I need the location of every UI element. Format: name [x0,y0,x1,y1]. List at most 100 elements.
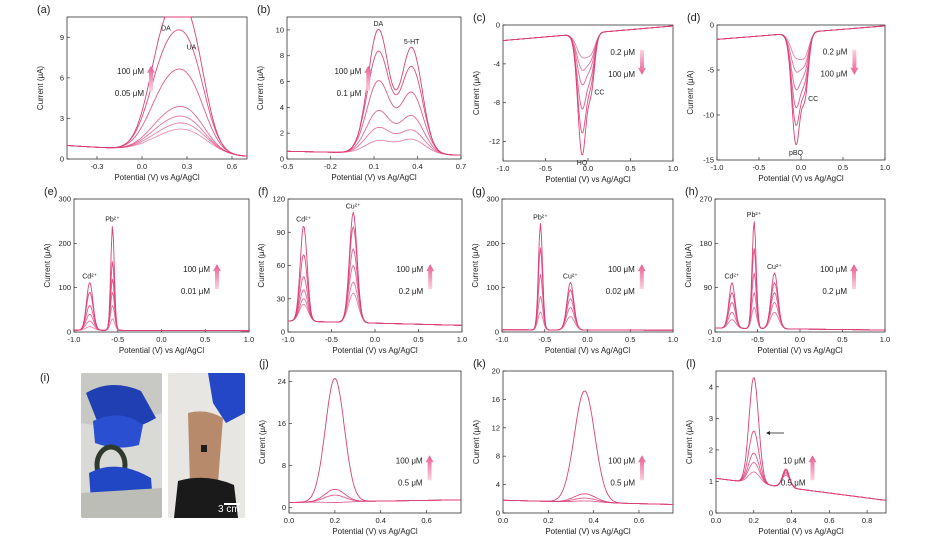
x-axis-label: Potential (V) vs Ag/AgCl [332,346,418,355]
series-line [289,499,461,503]
series-line [74,261,249,332]
arrow-down-icon [850,49,859,75]
chart-panel-j: 0.0 0.2 0.4 0.6 0 8 16 24 Potential (V) vs Ag/Ag… [258,358,462,536]
x-tick-label: -0.5 [538,335,551,344]
y-tick-label: 20 [492,367,500,376]
x-axis-label: Potential (V) vs Ag/AgCl [119,346,205,355]
photo-panel-label: (i) [40,372,50,384]
peak-label: pBQ [789,150,804,157]
y-tick-label: 0 [282,503,286,512]
panel-label: (e) [44,186,57,198]
plot-frame [714,198,886,333]
legend-top-label: 10 μM [783,456,806,465]
x-tick-label: 0.0 [583,164,593,173]
y-tick-label: 6 [280,77,284,86]
y-tick-label: 0 [709,509,713,518]
peak-label: Cu²⁺ [767,263,782,271]
series-line [288,226,463,326]
y-tick-label: 3 [60,114,64,123]
y-tick-label: 100 [486,283,499,292]
x-tick-label: 0.0 [796,163,806,172]
x-tick-label: 0.1 [369,162,379,171]
x-tick-label: 0.8 [862,516,872,525]
series-line [716,25,886,126]
series-line [502,311,673,331]
series-line [503,25,674,59]
x-tick-label: -1.0 [68,335,81,344]
series-line [715,292,885,331]
series-line [288,265,463,326]
x-tick-label: 0.2 [749,516,759,525]
chart-panel-k: 0.0 0.2 0.4 0.6 0 4 8 12 16 20 Potential (V) vs Ag… [472,358,674,536]
peak-label: CC [594,89,604,96]
y-tick-label: 0 [496,509,500,518]
x-tick-label: 0.0 [582,335,592,344]
series-line [502,273,673,331]
series-line [715,430,887,501]
y-tick-label: 6 [60,73,64,82]
x-tick-label: -0.5 [751,335,764,344]
chart-panel-f: -1.0 -0.5 0.0 0.5 1.0 0 30 60 90 120 Potential (V)… [257,186,467,355]
legend-top-label: 100 μM [396,265,423,274]
x-tick-label: 0.2 [330,516,340,525]
peak-label: Cd²⁺ [296,216,311,224]
plot-frame [73,198,250,333]
panel-label: (l) [686,358,696,370]
plot-frame [288,370,462,514]
y-tick-label: 0 [495,328,499,337]
x-tick-label: 0.4 [588,516,598,525]
y-tick-label: 4 [709,382,713,391]
chart-panel-l: 0.0 0.2 0.4 0.6 0.8 0 1 2 3 4 Potential (V) vs Ag/… [685,358,887,536]
panel-label: (g) [472,186,485,198]
y-tick-label: 300 [486,195,499,204]
scale-bar-label: 3 cm [218,504,240,515]
x-axis-label: Potential (V) vs Ag/AgCl [545,527,631,536]
legend-bottom-label: 0.5 μM [781,478,806,487]
series-line [74,305,249,332]
arrow-down-icon [638,49,646,75]
y-tick-label: 0 [710,21,714,30]
series-line [287,50,461,156]
series-line [67,68,248,157]
x-tick-label: 1.0 [457,335,467,344]
panel-label: (b) [257,4,270,16]
peak-label: Pb²⁺ [105,216,120,224]
chart-panel-b: -0.5 -0.2 0.1 0.4 0.7 0 2 4 6 8 10 Potential (V) vs… [256,4,466,182]
series-line [287,109,461,156]
series-line [74,225,249,332]
series-line [716,25,886,146]
series-line [715,272,885,331]
x-tick-label: -0.5 [539,164,552,173]
arrow-up-icon [426,264,435,290]
x-tick-label: 0.6 [421,516,431,525]
x-tick-label: 1.0 [668,164,678,173]
peak-label: 5-HT [404,39,420,46]
x-tick-label: 0.0 [137,162,147,171]
plot-frame [715,370,887,514]
legend-bottom-label: 0.5 μM [398,478,423,487]
x-axis-label: Potential (V) vs Ag/AgCl [114,173,200,182]
series-line [715,306,885,331]
series-line [287,28,461,156]
x-axis-label: Potential (V) vs Ag/AgCl [331,173,417,182]
legend-bottom-label: 0.1 μM [337,89,362,98]
panel-label: (d) [687,12,700,24]
series-line [287,138,461,156]
x-axis-label: Potential (V) vs Ag/AgCl [545,175,631,184]
panel-label: (h) [685,186,698,198]
y-tick-label: 120 [272,195,285,204]
x-tick-label: 0.7 [456,162,466,171]
plot-frame [502,24,674,162]
y-tick-label: 10 [276,25,284,34]
y-tick-label: 16 [492,395,500,404]
y-axis-label: Current (μA) [257,243,266,288]
chart-panel-g: -1.0 -0.5 0.0 0.5 1.0 0 100 200 300 Potential (V)… [471,186,678,355]
series-line [503,25,674,71]
legend-top-label: 0.2 μM [823,48,848,57]
legend-bottom-label: 0.05 μM [115,89,144,98]
y-axis-label: Current (μA) [36,66,45,111]
peak-label: Cu²⁺ [563,272,578,280]
y-tick-label: 16 [278,419,286,428]
arrow-up-icon [425,455,434,481]
arrow-up-icon [638,455,646,481]
